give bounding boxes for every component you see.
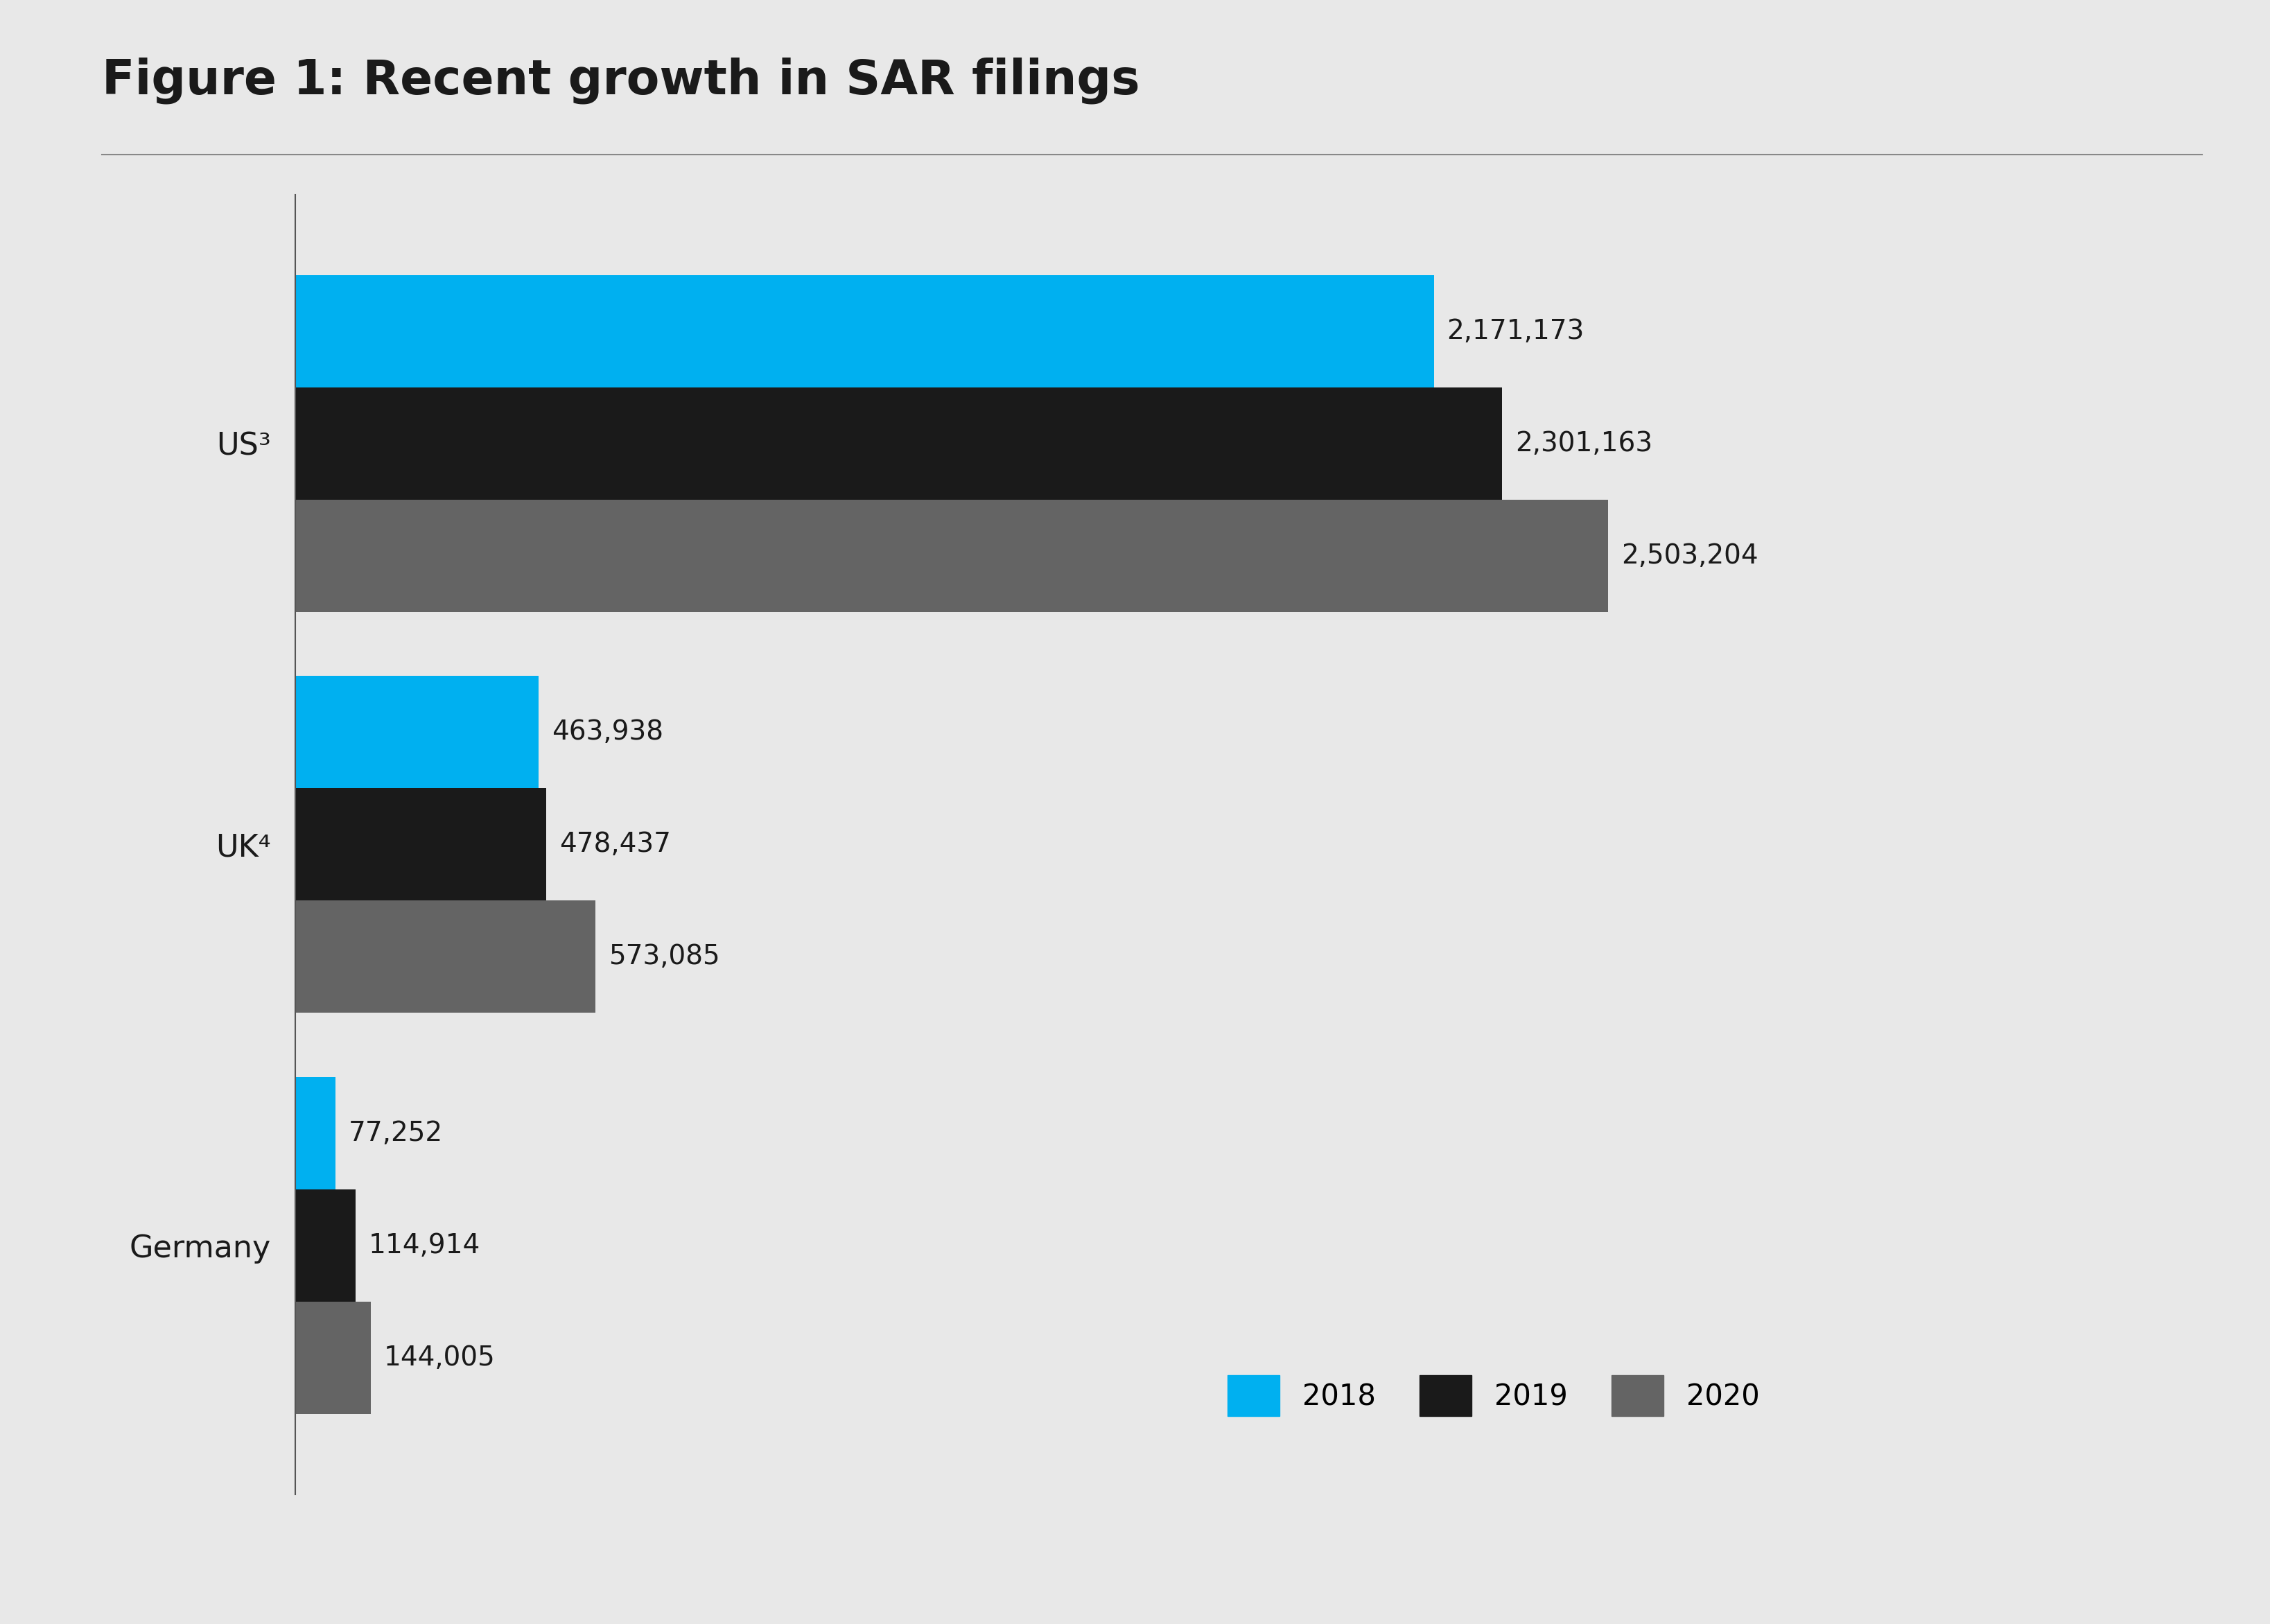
Bar [295,1189,356,1301]
Bar [295,788,547,901]
Bar [295,500,1607,612]
Text: 144,005: 144,005 [384,1345,495,1371]
Bar [295,1301,370,1415]
Text: 573,085: 573,085 [608,944,720,970]
Text: 2,503,204: 2,503,204 [1621,542,1757,568]
Bar [295,1077,336,1189]
Text: 478,437: 478,437 [558,831,670,857]
Bar [295,388,1503,500]
Text: Figure 1: Recent growth in SAR filings: Figure 1: Recent growth in SAR filings [102,57,1140,104]
Text: 2,171,173: 2,171,173 [1446,318,1584,344]
Legend: 2018, 2019, 2020: 2018, 2019, 2020 [1217,1364,1771,1427]
Text: 463,938: 463,938 [552,719,663,745]
Bar [295,901,595,1013]
Bar [295,676,538,788]
Bar [295,274,1435,388]
Text: 77,252: 77,252 [350,1121,443,1147]
Text: 114,914: 114,914 [368,1233,481,1259]
Text: 2,301,163: 2,301,163 [1514,430,1653,456]
